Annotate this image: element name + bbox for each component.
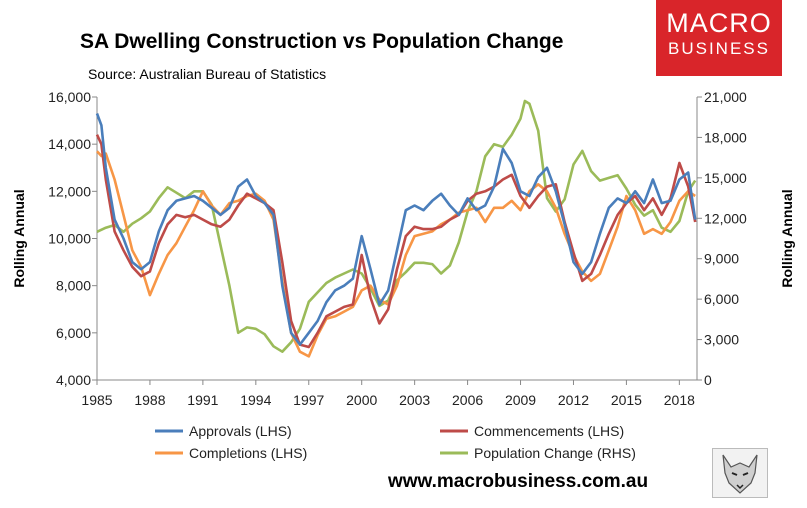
x-tick-label: 2018 <box>664 392 695 408</box>
x-tick-label: 2009 <box>505 392 536 408</box>
y-left-tick-label: 8,000 <box>56 278 91 294</box>
x-tick-label: 1988 <box>134 392 165 408</box>
x-tick-label: 1997 <box>293 392 324 408</box>
chart-title: SA Dwelling Construction vs Population C… <box>80 30 564 53</box>
x-tick-label: 2015 <box>611 392 642 408</box>
legend-label-1: Commencements (LHS) <box>474 423 624 439</box>
x-tick-label: 2000 <box>346 392 377 408</box>
chart-series <box>95 99 697 358</box>
y-left-tick-label: 4,000 <box>56 372 91 388</box>
logo-line-2: BUSINESS <box>668 39 770 58</box>
x-tick-label: 2003 <box>399 392 430 408</box>
legend-label-2: Completions (LHS) <box>189 445 307 461</box>
series-line-1 <box>95 134 697 349</box>
y-right-tick-label: 12,000 <box>704 210 747 226</box>
legend-label-3: Population Change (RHS) <box>474 445 636 461</box>
x-tick-label: 2012 <box>558 392 589 408</box>
chart-axes: 4,000 6,000 8,000 10,000 12,000 14,000 16,000 0… <box>11 89 795 408</box>
x-tick-label: 1991 <box>187 392 218 408</box>
wolf-mascot-icon <box>712 448 768 498</box>
y-right-tick-label: 9,000 <box>704 251 739 267</box>
y-left-tick-label: 16,000 <box>48 89 91 105</box>
x-tick-label: 1994 <box>240 392 271 408</box>
y-right-tick-label: 18,000 <box>704 129 747 145</box>
chart-source: Source: Australian Bureau of Statistics <box>88 66 327 82</box>
y-left-tick-label: 6,000 <box>56 325 91 341</box>
series-line-3 <box>96 99 697 353</box>
chart-legend: Approvals (LHS) Commencements (LHS) Comple… <box>155 423 636 461</box>
y-right-tick-label: 0 <box>704 372 712 388</box>
y-right-axis-label: Rolling Annual <box>779 189 795 287</box>
macrobusiness-logo: MACRO BUSINESS <box>656 0 782 76</box>
series-line-0 <box>95 113 697 346</box>
y-left-axis-label: Rolling Annual <box>11 189 27 287</box>
x-tick-label: 1985 <box>81 392 112 408</box>
logo-line-1: MACRO <box>666 8 772 38</box>
x-tick-label: 2006 <box>452 392 483 408</box>
y-right-tick-label: 21,000 <box>704 89 747 105</box>
y-right-tick-label: 15,000 <box>704 170 747 186</box>
y-right-tick-label: 6,000 <box>704 291 739 307</box>
legend-label-0: Approvals (LHS) <box>189 423 292 439</box>
footer-url[interactable]: www.macrobusiness.com.au <box>388 471 649 492</box>
y-left-tick-label: 14,000 <box>48 136 91 152</box>
y-left-tick-label: 10,000 <box>48 231 91 247</box>
y-left-tick-label: 12,000 <box>48 183 91 199</box>
y-right-tick-label: 3,000 <box>704 332 739 348</box>
